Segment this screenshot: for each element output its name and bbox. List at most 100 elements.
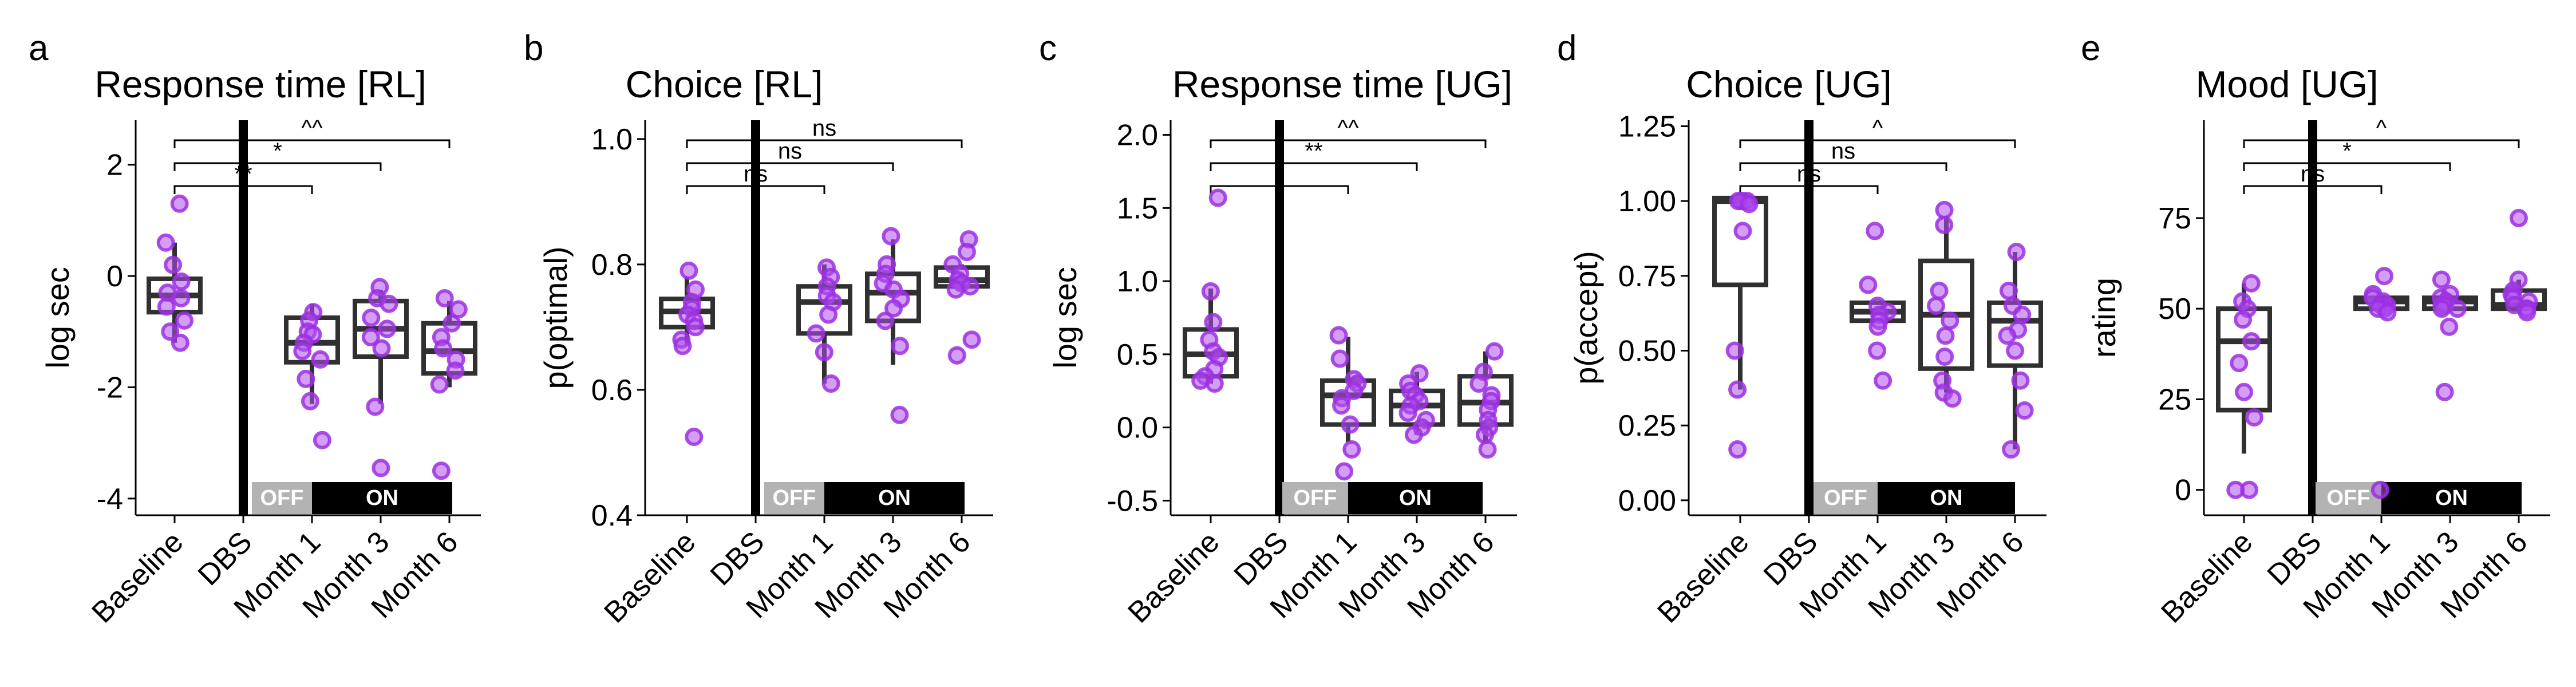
data-point [171,333,189,352]
data-point [1404,425,1423,444]
data-point [172,272,191,291]
y-tick-label: 0.75 [1618,260,1676,293]
data-point [1866,222,1884,240]
y-tick-label: 1.0 [591,123,633,156]
data-point [2440,317,2459,336]
panel-letter: b [524,29,543,68]
off-label: OFF [773,486,816,510]
data-point [2242,274,2261,293]
data-point [293,342,312,361]
significance-label: * [2342,139,2352,164]
data-point [446,361,465,380]
significance-bracket [173,185,313,194]
data-point [1740,195,1759,214]
significance-bracket [1739,185,1879,194]
data-point [2245,408,2263,427]
significance-bracket [1210,139,1487,148]
data-point [313,431,331,449]
data-point [1936,326,1955,345]
y-tick-label: 1.00 [1618,185,1676,218]
y-tick-label: 0.50 [1618,335,1676,368]
data-point [432,461,451,480]
data-point [686,318,705,337]
significance-bracket [173,139,451,148]
data-point [1329,326,1348,345]
significance-bracket [686,162,894,171]
data-point [1478,440,1497,459]
y-axis-label: p(accept) [1568,251,1604,384]
y-tick-label: 75 [2158,202,2191,235]
y-tick-label: 2 [106,149,123,182]
data-point [1728,380,1747,399]
data-point [946,280,965,299]
data-point [679,261,698,280]
data-point [435,289,454,307]
data-point [156,233,175,252]
x-tick-label: Baseline [85,525,189,629]
data-point [1204,313,1223,331]
data-point [1868,341,1887,360]
off-label: OFF [260,486,304,510]
data-point [297,369,315,388]
on-band [1348,482,1483,514]
data-point [164,255,183,274]
data-point [175,311,194,330]
data-point [1874,371,1893,390]
data-point [2432,270,2451,289]
data-point [1999,281,2018,300]
significance-label: ns [778,139,802,164]
data-point [876,311,895,330]
y-tick-label: 0.0 [1117,412,1158,445]
data-point [1998,326,2017,345]
data-point [1943,389,1962,408]
significance-label: ns [812,116,836,141]
data-point [1191,371,1210,390]
x-tick-label: Baseline [598,525,702,629]
y-axis-label: log sec [39,267,76,368]
data-point [1201,282,1220,301]
data-point [372,459,390,477]
y-axis-label: log sec [1047,267,1083,368]
y-tick-label: 0.4 [591,499,633,532]
data-point [2230,354,2249,373]
panel-c: c Response time [UG] log sec -0.5 0.0 0.5 1.0 1… [1039,29,1517,630]
on-label: ON [1930,486,1963,510]
data-point [362,309,381,327]
data-point [1859,275,1878,294]
on-band [312,482,452,514]
significance-label: * [273,139,282,164]
significance-label: ^ [1872,116,1883,141]
significance-label: ns [1797,161,1821,187]
y-tick-label: -2 [97,371,123,404]
significance-label: ^^ [1337,116,1359,141]
y-tick-label: 1.5 [1117,192,1158,225]
data-point [1935,215,1954,234]
data-point [430,375,449,394]
significance-label: ** [1305,139,1322,164]
x-tick-label: Baseline [1651,525,1755,629]
data-point [882,227,900,246]
data-point [2448,299,2467,318]
data-point [2234,310,2253,329]
data-point [1733,222,1752,240]
panel-letter: d [1557,29,1577,68]
on-band [1878,482,2015,514]
data-point [1342,440,1361,459]
data-point [884,299,903,318]
data-point [2242,332,2261,351]
data-point [172,289,191,307]
significance-bracket [2243,185,2383,194]
y-tick-label: 0.6 [591,374,633,407]
y-tick-label: 0 [2175,474,2191,507]
on-label: ON [878,486,911,510]
off-band [1282,482,1348,514]
data-point [442,314,461,333]
data-point [2002,440,2021,459]
data-point [2013,305,2032,324]
data-point [957,243,976,261]
significance-bracket [1210,185,1349,194]
data-point [1205,374,1224,393]
data-point [1341,415,1360,434]
data-point [1930,281,1949,300]
